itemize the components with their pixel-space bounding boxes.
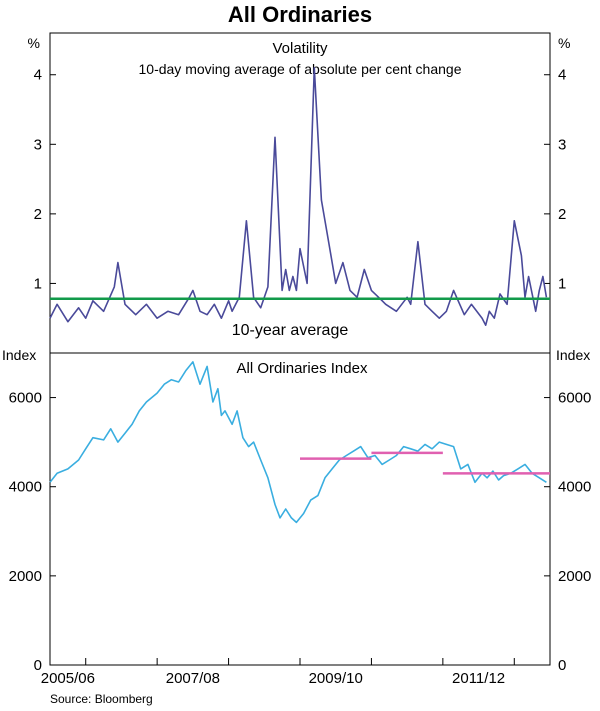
volatility-tick-label-right: 4 xyxy=(558,67,566,84)
volatility-tick-label-right: 1 xyxy=(558,275,566,292)
index-tick-label-left: 2000 xyxy=(9,568,42,585)
volatility-tick-label-left: 2 xyxy=(34,206,42,223)
volatility-tick-label-right: 3 xyxy=(558,136,566,153)
index-x-tick-label: 2007/08 xyxy=(166,670,220,687)
volatility-panel-title: Volatility xyxy=(272,40,328,57)
ten-year-average-label: 10-year average xyxy=(232,322,349,339)
volatility-tick-label-left: 4 xyxy=(34,67,42,84)
index-tick-label-right: 4000 xyxy=(558,479,591,496)
volatility-tick-label-right: 2 xyxy=(558,206,566,223)
index-tick-label-right: 0 xyxy=(558,657,566,674)
volatility-tick-label-left: 3 xyxy=(34,136,42,153)
index-tick-label-left: 0 xyxy=(34,657,42,674)
index-series-line xyxy=(49,361,547,524)
volatility-series-line xyxy=(49,67,548,327)
volatility-y-label-right: % xyxy=(558,35,570,51)
index-tick-label-right: 6000 xyxy=(558,390,591,407)
index-y-label-right: Index xyxy=(556,347,590,363)
index-x-tick-label: 2011/12 xyxy=(452,670,505,687)
index-tick-label-left: 4000 xyxy=(9,479,42,496)
source-note: Source: Bloomberg xyxy=(50,692,153,706)
volatility-panel-subtitle: 10-day moving average of absolute per ce… xyxy=(139,61,462,77)
volatility-y-label-left: % xyxy=(28,35,40,51)
index-panel-frame xyxy=(49,352,551,666)
volatility-tick-label-left: 1 xyxy=(34,275,42,292)
index-tick-label-left: 6000 xyxy=(9,390,42,407)
index-tick-label-right: 2000 xyxy=(558,568,591,585)
index-x-ticks: 2005/06 2007/08 2009/10 2011/12 xyxy=(41,658,515,687)
index-y-label-left: Index xyxy=(2,347,36,363)
chart-title: All Ordinaries xyxy=(227,2,373,27)
index-panel-title: All Ordinaries Index xyxy=(237,360,368,377)
index-panel: Index Index All Ordinaries Index 0 0 2000 2… xyxy=(2,347,591,687)
index-x-tick-label: 2005/06 xyxy=(41,670,95,687)
volatility-panel: % % Volatility 10-day moving average of … xyxy=(28,32,570,354)
index-x-tick-label: 2009/10 xyxy=(309,670,363,687)
volatility-y-ticks: 1 1 2 2 3 3 4 4 xyxy=(34,67,567,293)
period-average-lines xyxy=(300,451,550,475)
index-y-ticks: 0 0 2000 2000 4000 4000 6000 6000 xyxy=(9,390,592,674)
